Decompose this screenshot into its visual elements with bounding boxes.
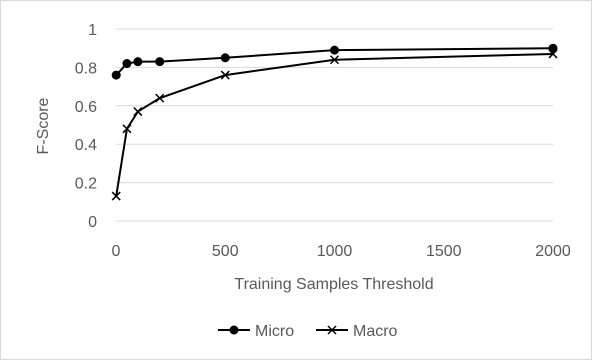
x-axis-title: Training Samples Threshold bbox=[234, 276, 433, 293]
x-tick-label: 2000 bbox=[535, 243, 571, 260]
data-point-micro bbox=[122, 59, 132, 69]
series-line-macro bbox=[115, 52, 554, 197]
y-tick-label: 0.8 bbox=[75, 60, 97, 77]
series-micro bbox=[111, 43, 558, 80]
legend-micro-marker bbox=[229, 325, 239, 335]
legend-macro-label: Macro bbox=[353, 323, 398, 340]
x-tick-labels: 0 500 1000 1500 2000 bbox=[112, 243, 571, 260]
data-point-macro bbox=[133, 107, 143, 117]
x-tick-label: 1500 bbox=[426, 243, 462, 260]
y-tick-label: 0 bbox=[88, 214, 97, 231]
y-tick-label: 0.2 bbox=[75, 176, 97, 193]
data-point-macro bbox=[122, 124, 132, 134]
legend-item-micro: Micro bbox=[218, 323, 294, 340]
data-point-micro bbox=[220, 53, 230, 63]
data-point-micro bbox=[548, 43, 558, 53]
legend-micro-label: Micro bbox=[255, 323, 294, 340]
series-macro bbox=[111, 49, 558, 201]
y-tick-label: 0.6 bbox=[75, 99, 97, 116]
data-point-macro bbox=[155, 93, 165, 103]
y-tick-label: 1 bbox=[88, 22, 97, 39]
data-point-macro bbox=[111, 191, 121, 201]
legend-macro-marker bbox=[327, 325, 337, 335]
data-point-micro bbox=[111, 70, 121, 80]
y-axis-title: F-Score bbox=[35, 97, 52, 154]
y-tick-labels: 0 0.2 0.4 0.6 0.8 1 bbox=[75, 22, 97, 231]
legend: Micro Macro bbox=[218, 323, 398, 340]
data-point-micro bbox=[330, 45, 339, 55]
data-point-micro bbox=[155, 57, 165, 67]
data-point-macro bbox=[329, 55, 340, 65]
data-point-macro bbox=[548, 49, 558, 59]
y-tick-label: 0.4 bbox=[75, 137, 97, 154]
x-tick-label: 0 bbox=[112, 243, 121, 260]
legend-item-macro: Macro bbox=[316, 323, 398, 340]
data-point-micro bbox=[133, 57, 143, 67]
x-tick-label: 1000 bbox=[317, 243, 353, 260]
grid-lines bbox=[116, 28, 553, 184]
x-tick-label: 500 bbox=[212, 243, 239, 260]
series bbox=[111, 43, 558, 201]
data-point-macro bbox=[220, 70, 230, 80]
